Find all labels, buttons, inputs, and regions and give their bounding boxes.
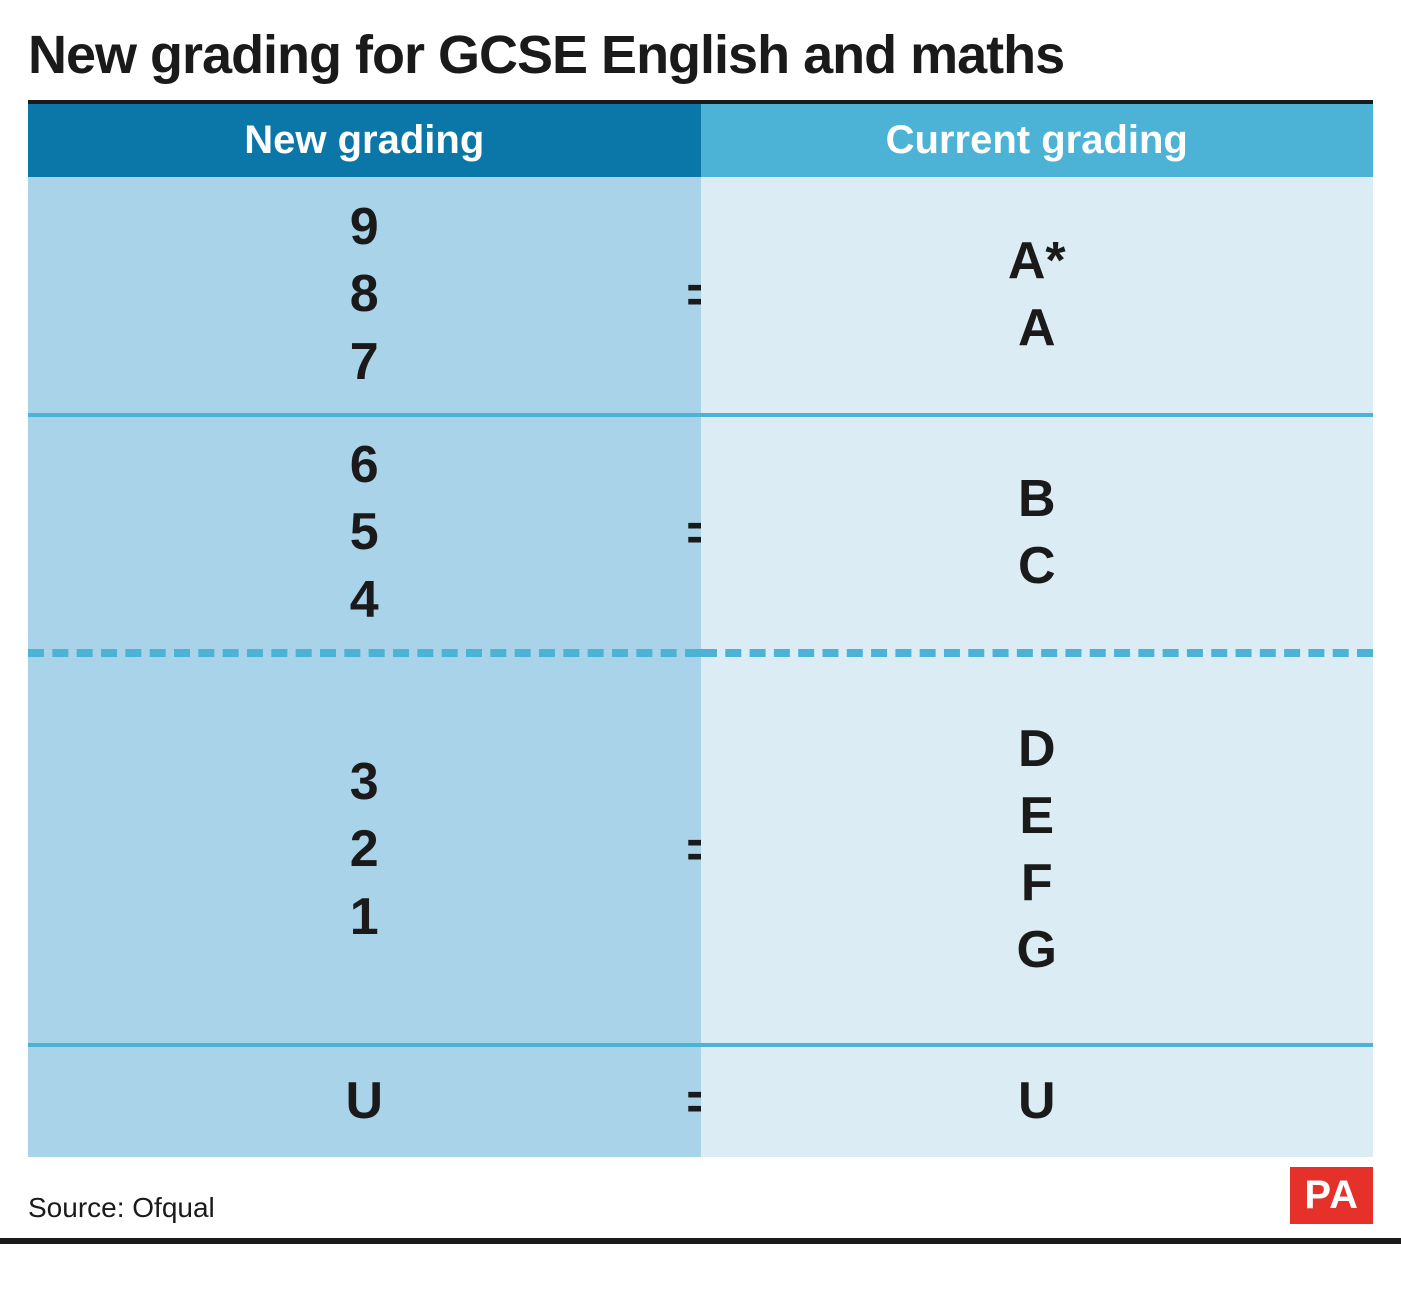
grade-value: 5 [350,504,379,561]
left-row-3: U= [28,1047,701,1157]
page-title: New grading for GCSE English and maths [28,24,1373,86]
right-row-2: DEFG [701,657,1374,1047]
grading-table: New grading987=654=321=U=Current grading… [28,104,1373,1157]
grade-value: G [1017,922,1057,979]
right-row-3: U [701,1047,1374,1157]
left-row-2: 321= [28,657,701,1047]
right-row-0: A* A [701,177,1374,417]
left-row-1: 654= [28,417,701,657]
grade-value: 2 [350,821,379,878]
grade-value: C [1018,538,1056,595]
grade-value: B [1018,471,1056,528]
grade-value: 8 [350,266,379,323]
footer: Source: Ofqual PA [0,1157,1401,1244]
right-row-1: BC [701,417,1374,657]
grade-value: 6 [350,437,379,494]
left-row-0: 987= [28,177,701,417]
grade-value: U [345,1073,383,1130]
pa-logo: PA [1290,1167,1373,1224]
grade-value: 7 [350,334,379,391]
right-column: Current gradingA*ABCDEFGU [701,104,1374,1157]
grade-value: E [1019,788,1054,845]
grade-value: 4 [350,572,379,629]
grade-value: U [1018,1073,1056,1130]
grade-value: 1 [350,889,379,946]
grade-value: 9 [350,199,379,256]
grade-value: 3 [350,754,379,811]
left-column-header: New grading [28,104,701,177]
left-column: New grading987=654=321=U= [28,104,701,1157]
grade-value: D [1018,721,1056,778]
source-label: Source: Ofqual [28,1192,215,1224]
grade-value: A* [1008,233,1066,290]
grade-value: A [1018,300,1056,357]
grade-value: F [1021,855,1053,912]
right-column-header: Current grading [701,104,1374,177]
